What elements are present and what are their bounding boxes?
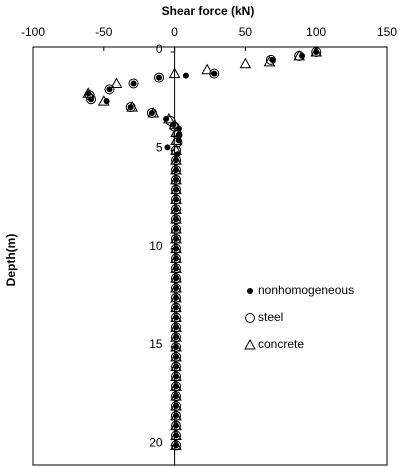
data-point [170, 439, 182, 450]
data-point [211, 70, 218, 77]
y-tick-label: 15 [149, 337, 163, 351]
legend-label: concrete [258, 337, 304, 351]
data-point [170, 126, 182, 138]
data-point [156, 74, 163, 81]
x-tick-label: -50 [95, 25, 113, 39]
data-point [164, 144, 171, 151]
data-point [130, 80, 137, 87]
x-tick-label: 100 [306, 25, 326, 39]
x-tick-label: -100 [21, 25, 45, 39]
data-point [126, 101, 138, 112]
x-tick-label: 150 [377, 25, 397, 39]
legend-label: steel [258, 310, 283, 324]
data-point [265, 54, 276, 65]
data-point [168, 67, 181, 79]
data-point [263, 55, 276, 67]
x-axis-title: Shear force (kN) [162, 4, 255, 18]
legend-label: nonhomogeneous [258, 283, 354, 297]
data-point [82, 87, 95, 98]
data-point [128, 78, 139, 89]
y-tick-label: 0 [156, 42, 163, 56]
data-point [86, 94, 97, 105]
legend-marker [247, 288, 253, 294]
data-point [148, 109, 155, 116]
data-point [163, 112, 175, 124]
data-point [147, 106, 160, 118]
data-point [97, 95, 110, 106]
y-tick-label: 5 [156, 141, 163, 155]
data-point [239, 57, 252, 69]
y-axis-title: Depth(m) [4, 234, 18, 287]
data-point [201, 63, 214, 75]
data-point [110, 77, 123, 88]
y-tick-label: 20 [149, 436, 163, 450]
data-point [127, 104, 134, 111]
legend-marker [244, 338, 256, 350]
data-point [182, 72, 189, 79]
legend-marker [245, 313, 255, 323]
y-tick-label: 10 [149, 239, 163, 253]
x-tick-label: 0 [171, 25, 178, 39]
data-point [168, 118, 181, 130]
data-point [104, 84, 115, 95]
plot-frame [32, 46, 388, 466]
x-tick-label: 50 [239, 25, 253, 39]
data-point [310, 45, 323, 57]
data-point [154, 72, 165, 83]
data-point [293, 49, 306, 61]
